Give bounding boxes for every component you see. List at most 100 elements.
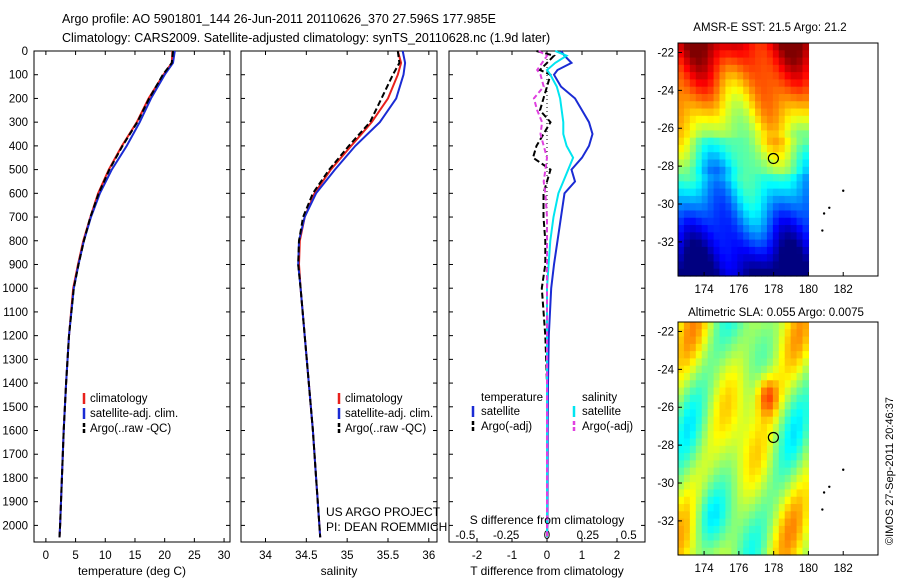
map-cell: [701, 72, 709, 81]
map-cell: [683, 188, 691, 197]
map-cell: [707, 409, 715, 418]
map-cell: [743, 416, 750, 425]
map-cell: [796, 445, 804, 454]
map-cell: [683, 43, 691, 51]
map-cell: [784, 329, 792, 338]
map-cell: [778, 159, 786, 168]
map-cell: [796, 438, 804, 447]
map-cell: [802, 504, 810, 512]
map-cell: [743, 232, 750, 241]
map-cell: [678, 533, 685, 542]
map-cell: [689, 144, 697, 153]
map-cell: [731, 372, 738, 381]
map-cell: [695, 115, 703, 124]
map-cell: [772, 225, 780, 233]
depth-tick-label: 800: [9, 236, 28, 248]
map-cell: [719, 268, 727, 277]
map-cell: [683, 101, 691, 110]
map-cell: [701, 123, 709, 131]
map-cell: [701, 64, 709, 73]
map-cell: [731, 232, 738, 241]
map-cell: [749, 130, 756, 139]
map-cell: [761, 489, 768, 498]
legend-label: satellite-adj. clim.: [345, 408, 433, 420]
map-cell: [743, 431, 750, 440]
map-cell: [737, 431, 744, 440]
map-cell: [701, 380, 709, 389]
map-cell: [755, 453, 762, 461]
map-cell: [695, 268, 703, 277]
map-cell: [766, 152, 774, 161]
map-cell: [707, 64, 715, 73]
map-cell: [701, 445, 709, 454]
map-cell: [784, 57, 792, 66]
map-cell: [784, 474, 792, 483]
map-cell: [790, 57, 798, 66]
map-cell: [725, 416, 732, 425]
map-cell: [737, 511, 744, 520]
lat-tick-label: -30: [657, 478, 674, 490]
map-cell: [743, 409, 750, 418]
map-cell: [772, 445, 780, 454]
map-cell: [802, 453, 810, 461]
map-cell: [778, 72, 786, 81]
map-cell: [678, 123, 685, 131]
map-cell: [695, 72, 703, 81]
map-cell: [772, 72, 780, 81]
map-cell: [737, 518, 744, 527]
map-cell: [713, 394, 721, 403]
map-cell: [784, 268, 792, 277]
map-cell: [713, 50, 721, 59]
map-cell: [778, 239, 786, 248]
map-cell: [790, 489, 798, 498]
map-cell: [719, 504, 727, 512]
map-cell: [737, 246, 744, 255]
map-cell: [725, 329, 732, 338]
map-cell: [802, 467, 810, 476]
map-cell: [790, 387, 798, 396]
map-cell: [713, 504, 721, 512]
map-cell: [778, 246, 786, 255]
island-dot: [842, 189, 845, 192]
map-cell: [678, 195, 685, 204]
s-tick-label: -0.5: [455, 530, 475, 542]
map-cell: [772, 268, 780, 277]
map-cell: [695, 159, 703, 168]
map-cell: [678, 210, 685, 219]
map-cell: [737, 365, 744, 374]
map-cell: [743, 57, 750, 66]
map-cell: [737, 203, 744, 212]
map-cell: [683, 329, 691, 338]
map-cell: [725, 203, 732, 212]
map-cell: [695, 195, 703, 204]
map-cell: [719, 402, 727, 410]
map-cell: [737, 489, 744, 498]
map-cell: [743, 239, 750, 248]
map-cell: [731, 79, 738, 88]
map-cell: [719, 261, 727, 270]
map-cell: [695, 351, 703, 360]
map-cell: [707, 445, 715, 454]
map-cell: [749, 174, 756, 182]
map-cell: [796, 351, 804, 360]
map-cell: [796, 540, 804, 549]
map-cell: [678, 482, 685, 491]
map-cell: [683, 518, 691, 527]
map-cell: [784, 482, 792, 491]
map-cell: [678, 336, 685, 345]
map-cell: [749, 460, 756, 469]
map-cell: [796, 460, 804, 469]
map-cell: [766, 195, 774, 204]
map-cell: [761, 181, 768, 190]
map-cell: [689, 43, 697, 51]
map-cell: [689, 351, 697, 360]
map-cell: [755, 86, 762, 95]
map-cell: [689, 268, 697, 277]
map-cell: [707, 431, 715, 440]
map-cell: [772, 188, 780, 197]
map-cell: [790, 239, 798, 248]
map-cell: [683, 79, 691, 88]
map-cell: [737, 394, 744, 403]
map-cell: [683, 217, 691, 226]
map-cell: [784, 254, 792, 263]
